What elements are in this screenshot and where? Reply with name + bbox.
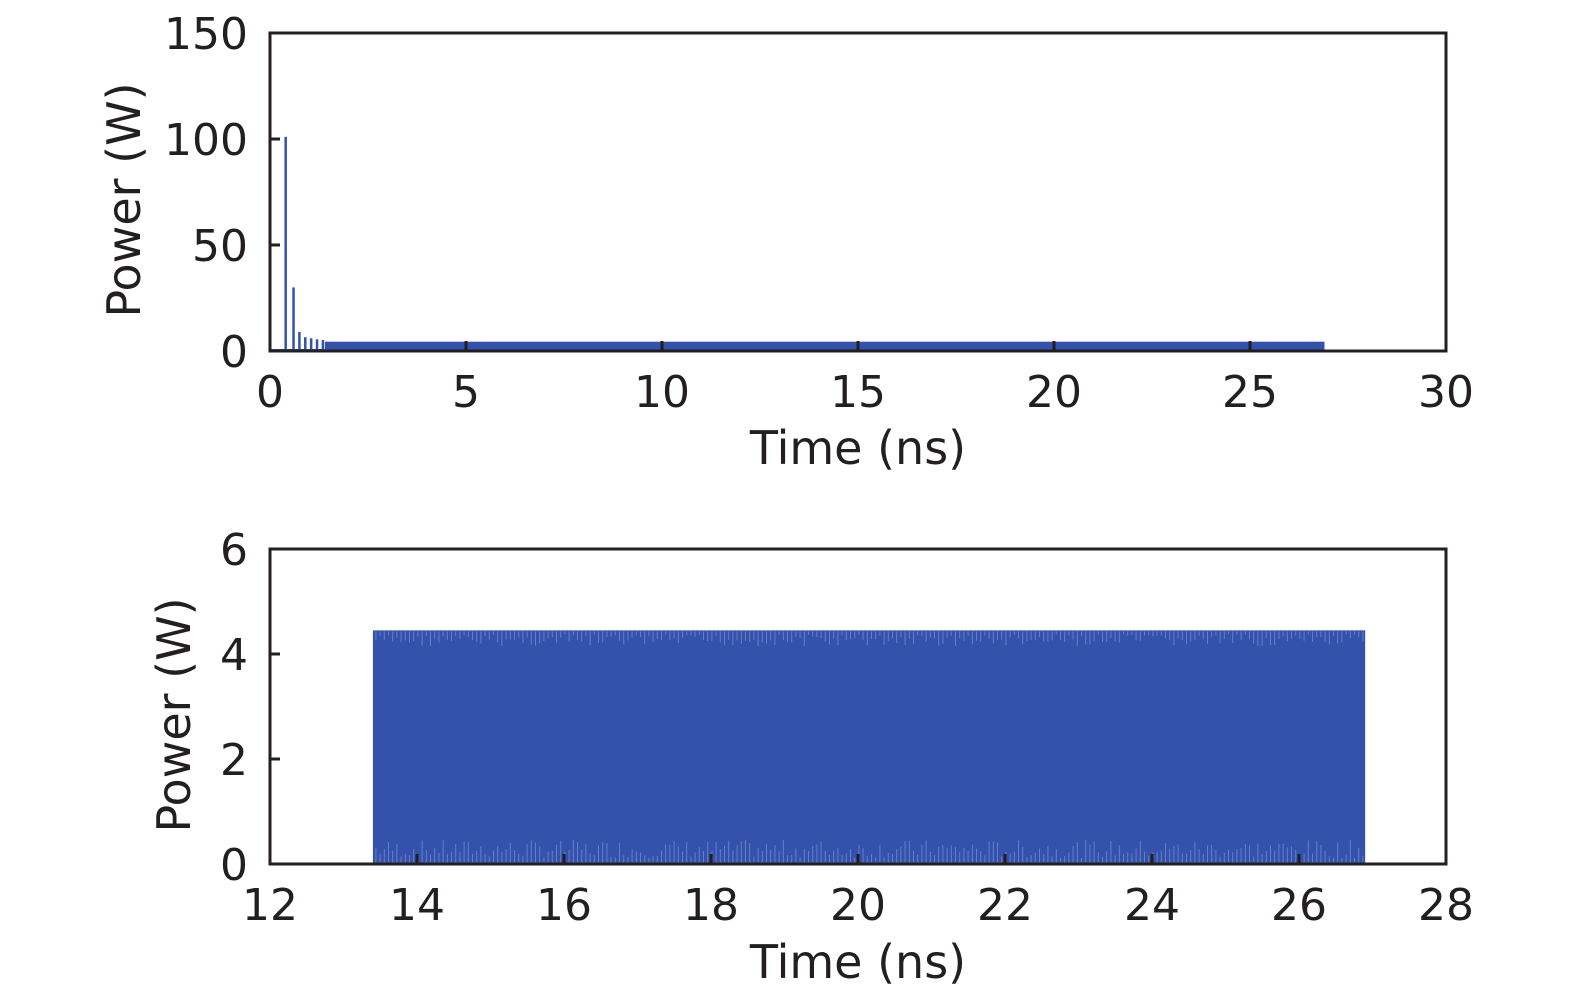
top-x-tick-label: 15: [830, 367, 886, 418]
top-y-tick-label: 150: [164, 9, 248, 60]
bottom-x-tick-label: 22: [977, 880, 1033, 931]
top-steady-state-band: [324, 341, 1325, 351]
top-ticks: 0 5 10 15 20 25 30 0 50 100 150: [164, 9, 1474, 418]
bottom-x-tick-label: 24: [1124, 880, 1180, 931]
bottom-y-tick-label: 0: [220, 840, 248, 891]
bottom-x-tick-label: 16: [536, 880, 592, 931]
top-plot-area: [270, 136, 1325, 351]
bottom-pulse-texture: [375, 631, 1364, 863]
bottom-y-tick-label: 6: [220, 525, 248, 576]
top-y-tick-label: 100: [164, 115, 248, 166]
bottom-plot-area: [372, 630, 1366, 864]
bottom-y-tick-label: 4: [220, 630, 248, 681]
bottom-x-tick-label: 18: [683, 880, 739, 931]
bottom-x-axis-label: Time (ns): [749, 935, 966, 989]
top-y-tick-label: 0: [220, 327, 248, 378]
bottom-x-tick-label: 14: [389, 880, 445, 931]
bottom-x-tick-label: 20: [830, 880, 886, 931]
bottom-x-tick-label: 26: [1271, 880, 1327, 931]
top-x-axis-label: Time (ns): [749, 421, 966, 475]
bottom-y-axis-label: Power (W): [147, 597, 201, 832]
top-x-tick-label: 10: [634, 367, 690, 418]
top-x-tick-label: 5: [452, 367, 480, 418]
top-x-tick-label: 20: [1026, 367, 1082, 418]
top-x-tick-label: 25: [1222, 367, 1278, 418]
top-panel: 0 5 10 15 20 25 30 0 50 100 150 Time (ns) Power (W…: [97, 9, 1474, 475]
top-y-axis-label: Power (W): [97, 82, 151, 317]
top-x-tick-label: 30: [1418, 367, 1474, 418]
top-x-tick-label: 0: [256, 367, 284, 418]
top-axes-frame: [268, 31, 1448, 353]
bottom-y-tick-label: 2: [220, 735, 248, 786]
bottom-x-tick-label: 12: [242, 880, 298, 931]
bottom-pulse-band: [372, 630, 1366, 864]
bottom-x-tick-label: 28: [1418, 880, 1474, 931]
top-y-tick-label: 50: [192, 221, 248, 272]
